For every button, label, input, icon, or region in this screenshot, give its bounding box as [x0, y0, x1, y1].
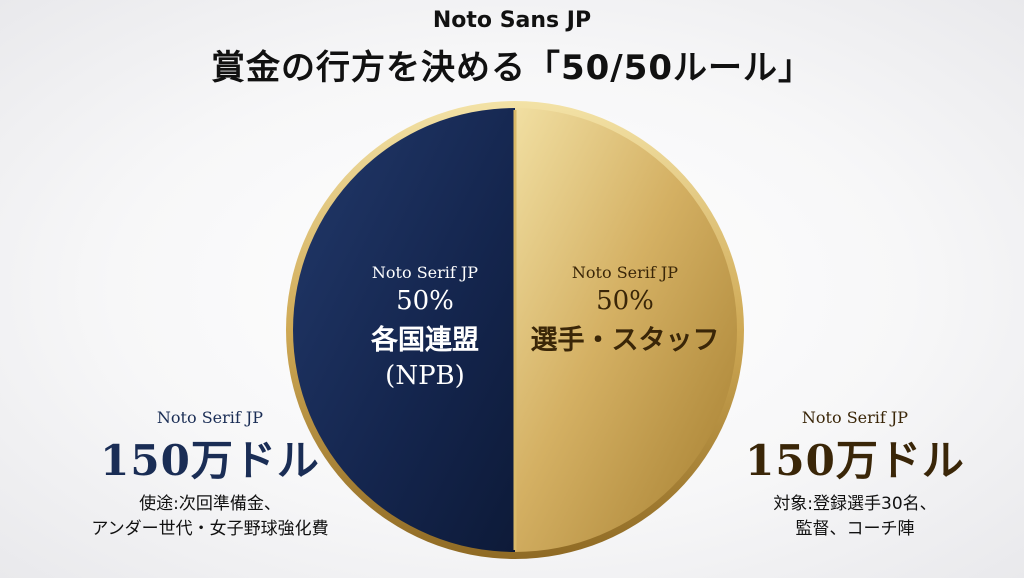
left-font-label: Noto Serif JP: [156, 408, 264, 427]
right-amount: 150万ドル: [745, 436, 965, 485]
right-font-label: Noto Serif JP: [801, 408, 909, 427]
slice-label-players: Noto Serif JP 50% 選手・スタッフ: [525, 263, 725, 357]
slice-percent-label: 50%: [396, 286, 454, 316]
slice-font-label: Noto Serif JP: [371, 263, 479, 282]
header-font-label: Noto Sans JP: [432, 8, 592, 33]
slice-font-label: Noto Serif JP: [571, 263, 679, 282]
pie-slice-2: [515, 108, 737, 552]
right-description: 対象:登録選手30名、 監督、コーチ陣: [705, 492, 1005, 542]
pie-slice-1: [293, 108, 515, 552]
left-desc-line: 使途:次回準備金、: [139, 494, 281, 514]
left-description: 使途:次回準備金、 アンダー世代・女子野球強化費: [60, 492, 360, 542]
right-desc-line: 対象:登録選手30名、: [773, 494, 937, 514]
left-desc-line: アンダー世代・女子野球強化費: [91, 519, 329, 539]
slice-name: 選手・スタッフ: [530, 325, 720, 356]
slice-sublabel: (NPB): [385, 361, 465, 391]
left-amount: 150万ドル: [100, 436, 320, 485]
right-desc-line: 監督、コーチ陣: [795, 519, 915, 539]
chart-title: 賞金の行方を決める「50/50ルール」: [210, 48, 814, 88]
slice-percent-label: 50%: [596, 286, 654, 316]
slice-name: 各国連盟: [371, 325, 479, 356]
slice-label-federation: Noto Serif JP 50% 各国連盟 (NPB): [330, 263, 520, 391]
left-panel: Noto Serif JP 150万ドル 使途:次回準備金、 アンダー世代・女子…: [60, 408, 360, 542]
right-panel: Noto Serif JP 150万ドル 対象:登録選手30名、 監督、コーチ陣: [705, 408, 1005, 542]
